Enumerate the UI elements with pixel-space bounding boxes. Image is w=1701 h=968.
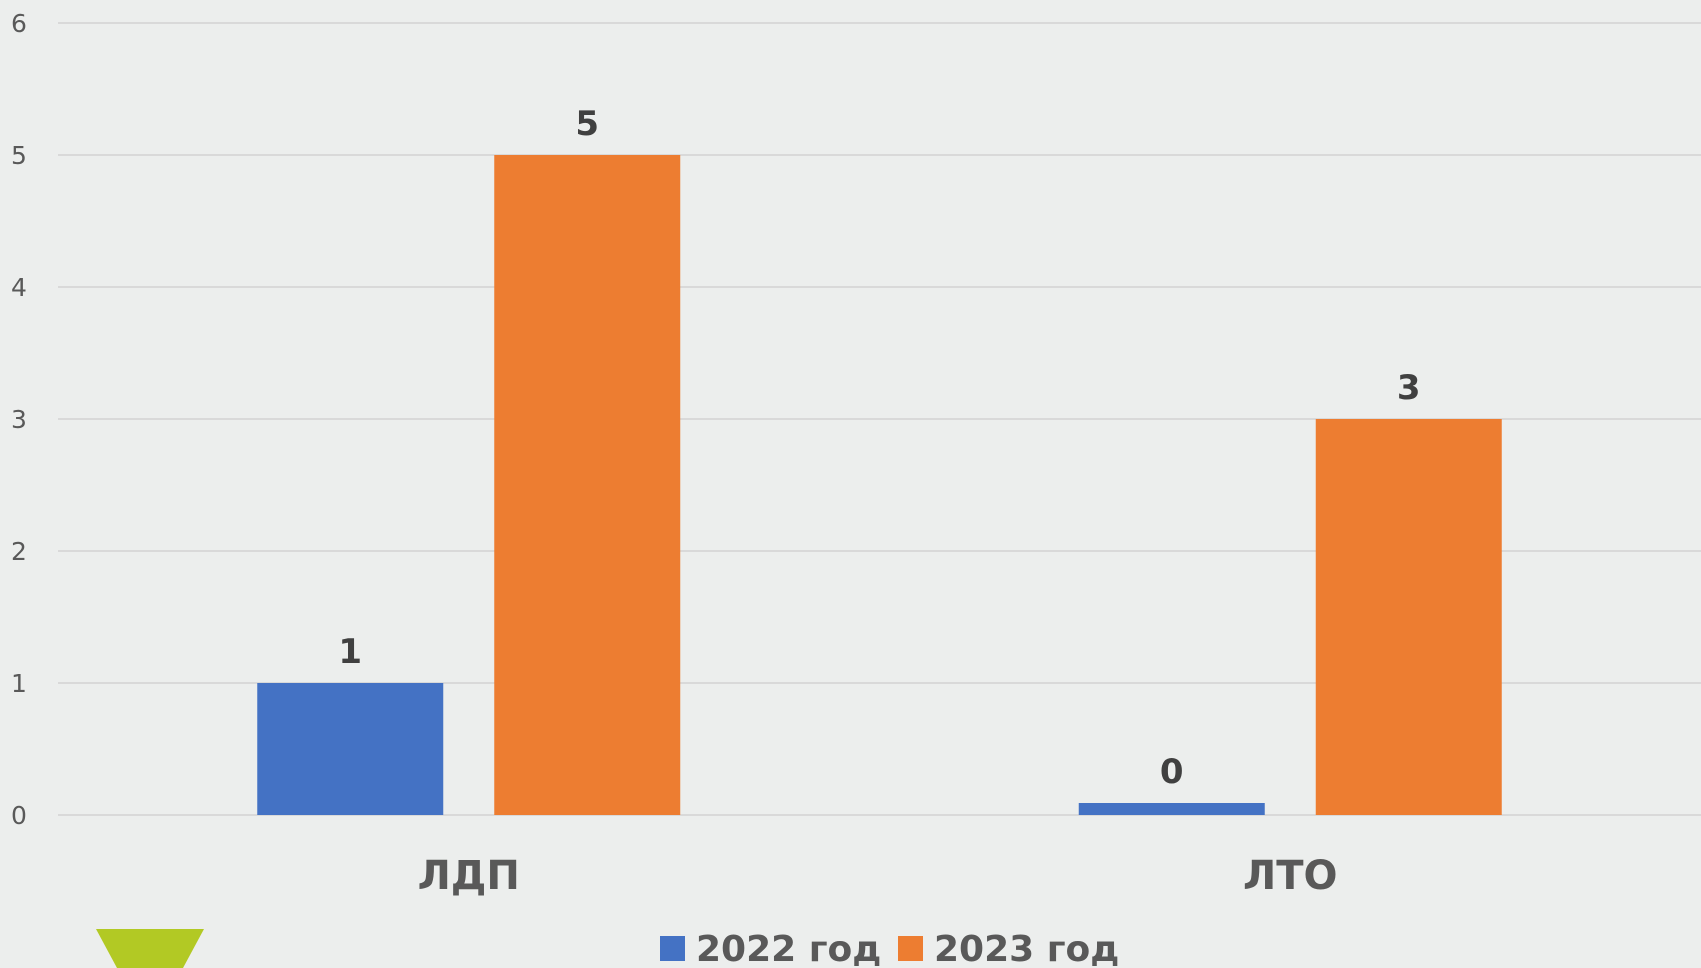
category-label: ЛДП bbox=[418, 853, 520, 899]
data-label: 1 bbox=[338, 632, 362, 672]
data-label: 0 bbox=[1160, 752, 1184, 792]
y-tick-label: 1 bbox=[11, 669, 27, 698]
y-tick-label: 5 bbox=[11, 141, 27, 170]
y-axis-ticks: 0 1 2 3 4 5 6 bbox=[11, 9, 27, 830]
y-tick-label: 6 bbox=[11, 9, 27, 38]
legend-label: 2023 год bbox=[934, 929, 1119, 968]
x-axis-categories: ЛДП ЛТО bbox=[418, 853, 1338, 899]
bar-2-2 bbox=[1315, 419, 1502, 815]
y-tick-label: 3 bbox=[11, 405, 27, 434]
legend-swatch bbox=[660, 936, 685, 961]
data-label: 3 bbox=[1397, 368, 1421, 408]
y-tick-label: 2 bbox=[11, 537, 27, 566]
legend: 2022 год 2023 год bbox=[660, 929, 1119, 968]
legend-label: 2022 год bbox=[696, 929, 881, 968]
y-tick-label: 0 bbox=[11, 801, 27, 830]
y-tick-label: 4 bbox=[11, 273, 27, 302]
data-label: 5 bbox=[575, 104, 599, 144]
bar-1-2 bbox=[1078, 803, 1265, 815]
category-label: ЛТО bbox=[1243, 853, 1338, 899]
bar-2-1 bbox=[494, 155, 681, 815]
legend-swatch bbox=[898, 936, 923, 961]
bars bbox=[257, 155, 1502, 815]
bar-1-1 bbox=[257, 683, 444, 815]
green-trapezoid-decoration bbox=[96, 929, 204, 968]
